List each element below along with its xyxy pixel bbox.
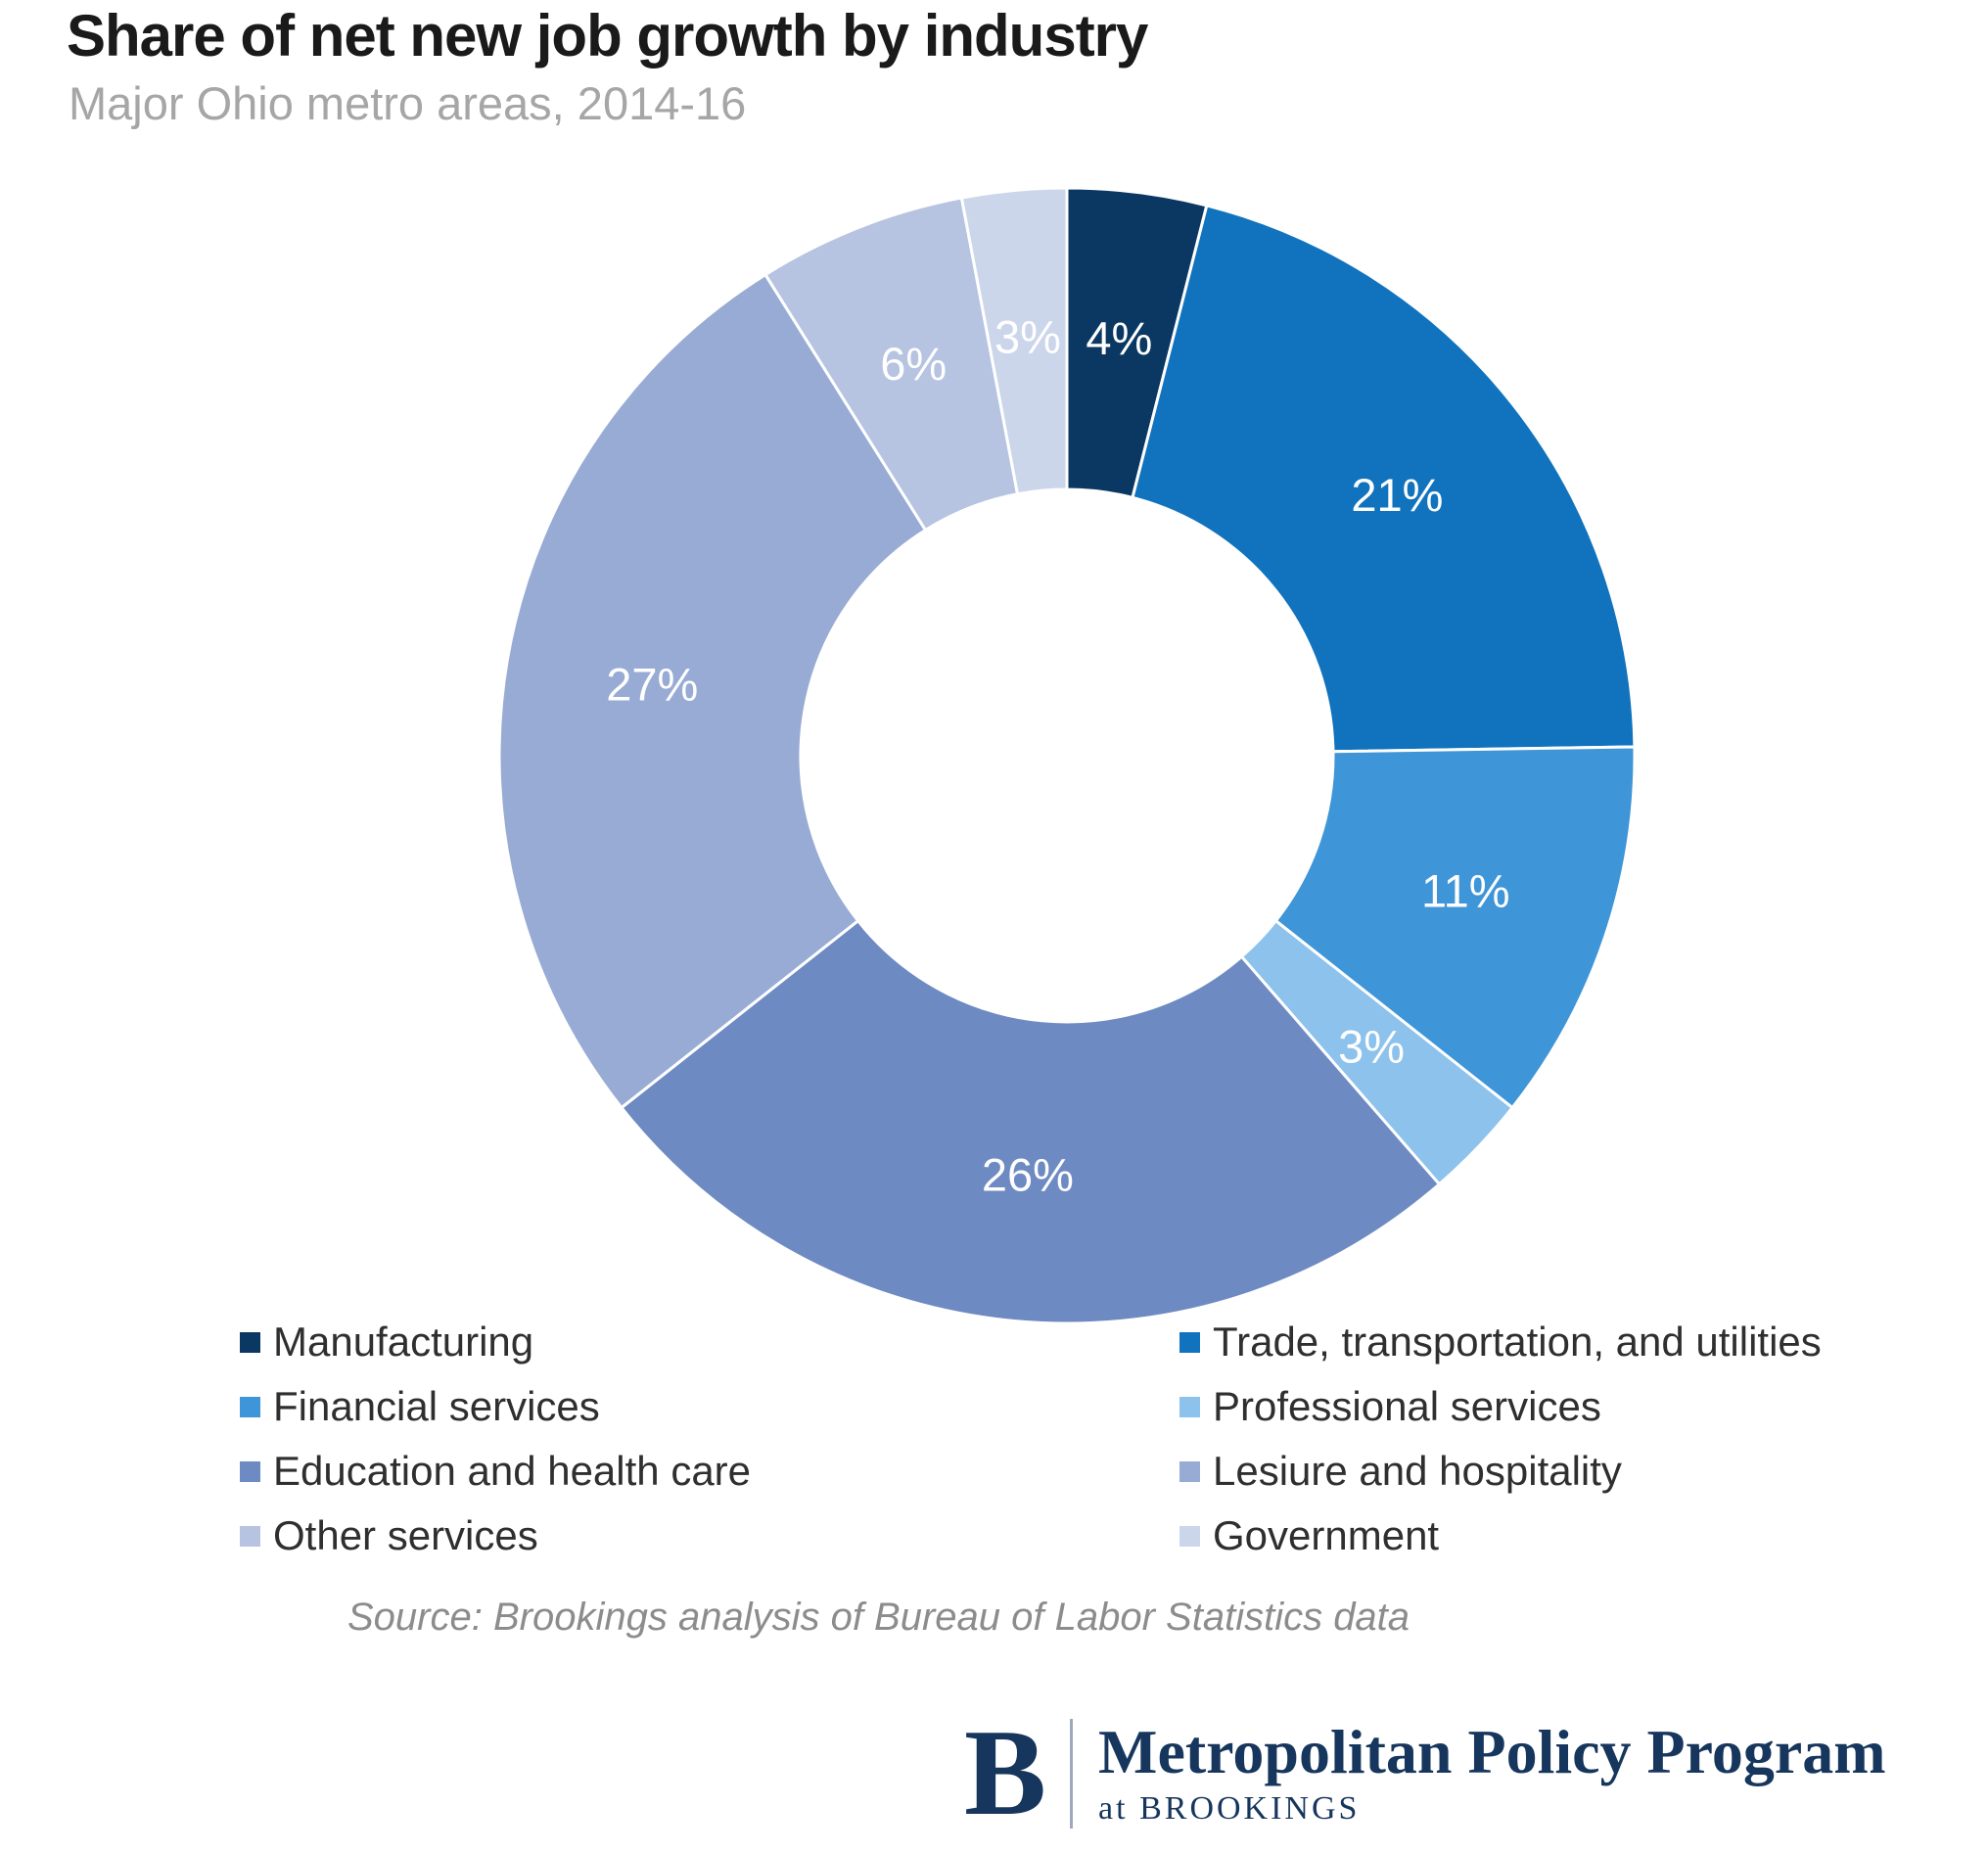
slice-percent-label: 27% bbox=[606, 658, 698, 710]
legend-swatch bbox=[240, 1525, 260, 1547]
slice-percent-label: 21% bbox=[1351, 469, 1443, 521]
donut-slice bbox=[959, 186, 1069, 496]
legend-label: Manufacturing bbox=[273, 1319, 534, 1365]
logo-divider bbox=[1070, 1718, 1074, 1829]
legend-item: Trade, transportation, and utilities bbox=[1179, 1319, 1822, 1365]
legend-item: Professional services bbox=[1179, 1383, 1822, 1429]
legend-item: Other services bbox=[240, 1512, 1179, 1558]
donut-slice bbox=[619, 918, 1442, 1325]
legend: Manufacturing Trade, transportation, and … bbox=[240, 1319, 1822, 1558]
legend-item: Government bbox=[1179, 1512, 1822, 1558]
brookings-b-logo: B bbox=[964, 1705, 1047, 1841]
legend-label: Government bbox=[1213, 1512, 1440, 1558]
legend-label: Financial services bbox=[273, 1383, 600, 1429]
legend-swatch bbox=[1179, 1525, 1200, 1547]
legend-item: Manufacturing bbox=[240, 1319, 1179, 1365]
donut-slice bbox=[1273, 745, 1637, 1110]
legend-swatch bbox=[240, 1396, 260, 1417]
legend-swatch bbox=[240, 1331, 260, 1353]
legend-label: Trade, transportation, and utilities bbox=[1213, 1319, 1822, 1365]
slice-percent-label: 4% bbox=[1086, 312, 1152, 364]
legend-swatch bbox=[1179, 1396, 1200, 1417]
slice-percent-label: 6% bbox=[880, 338, 947, 390]
chart-subtitle: Major Ohio metro areas, 2014-16 bbox=[69, 77, 747, 129]
donut-slice bbox=[1131, 204, 1637, 754]
legend-swatch bbox=[1179, 1460, 1200, 1482]
slice-percent-label: 3% bbox=[994, 310, 1061, 362]
legend-label: Professional services bbox=[1213, 1383, 1601, 1429]
legend-label: Education and health care bbox=[273, 1448, 752, 1494]
legend-item: Financial services bbox=[240, 1383, 1179, 1429]
legend-label: Lesiure and hospitality bbox=[1213, 1448, 1622, 1494]
logo-text: Metropolitan Policy Program at BROOKINGS bbox=[1098, 1719, 1886, 1828]
slice-percent-label: 3% bbox=[1338, 1020, 1405, 1072]
legend-swatch bbox=[1179, 1331, 1200, 1353]
donut-slice bbox=[497, 272, 928, 1110]
slice-percent-label: 11% bbox=[1421, 864, 1510, 916]
program-name: Metropolitan Policy Program bbox=[1098, 1717, 1886, 1787]
source-note: Source: Brookings analysis of Bureau of … bbox=[347, 1596, 1410, 1639]
legend-item: Education and health care bbox=[240, 1448, 1179, 1494]
legend-item: Lesiure and hospitality bbox=[1179, 1448, 1822, 1494]
slice-percent-label: 26% bbox=[982, 1149, 1074, 1201]
brookings-logo: B Metropolitan Policy Program at BROOKIN… bbox=[964, 1705, 1886, 1841]
legend-label: Other services bbox=[273, 1512, 538, 1558]
chart-title: Share of net new job growth by industry bbox=[67, 3, 1148, 69]
org-name: at BROOKINGS bbox=[1098, 1790, 1361, 1828]
legend-swatch bbox=[240, 1460, 260, 1482]
